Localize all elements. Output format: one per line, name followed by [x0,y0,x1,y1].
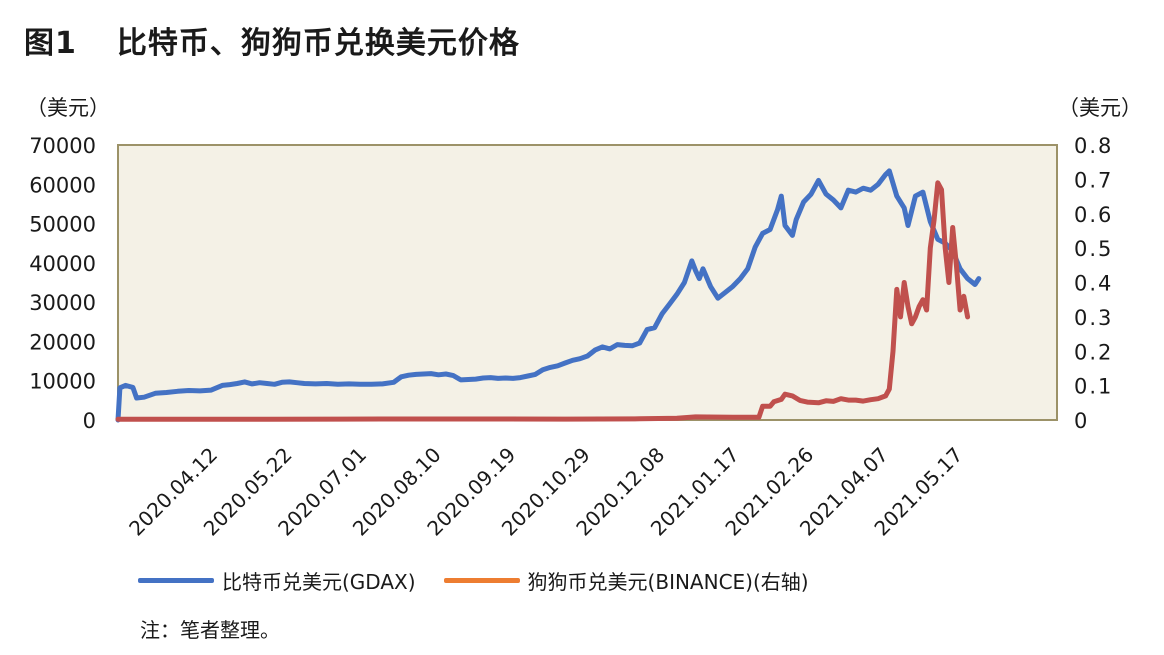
legend-label-doge: 狗狗币兑美元(BINANCE)(右轴) [527,570,809,594]
left-axis-tick-label: 10000 [29,370,96,394]
legend-swatch-btc [138,578,214,583]
right-axis-tick-label: 0.7 [1074,168,1113,192]
left-axis-tick-label: 0 [83,409,96,433]
plot-area [117,144,1058,421]
left-axis-unit: （美元） [26,96,110,120]
source-note: 注：笔者整理。 [140,618,280,642]
right-axis-tick-label: 0.4 [1074,272,1113,296]
right-axis-tick-label: 0.3 [1074,306,1113,330]
figure-title: 比特币、狗狗币兑换美元价格 [116,26,520,61]
legend-item-doge: 狗狗币兑美元(BINANCE)(右轴) [443,566,809,595]
right-axis-tick-label: 0.8 [1074,134,1113,158]
left-axis-tick-label: 30000 [29,291,96,315]
series-line-doge [115,180,971,422]
legend-label-btc: 比特币兑美元(GDAX) [222,570,416,594]
right-axis-tick-label: 0.5 [1074,237,1113,261]
left-axis-tick-label: 40000 [29,252,96,276]
right-axis-tick-label: 0.6 [1074,203,1113,227]
left-axis-tick-label: 70000 [29,134,96,158]
right-axis-unit: （美元） [1058,96,1142,120]
right-axis-tick-label: 0 [1074,409,1089,433]
left-axis-tick-label: 20000 [29,330,96,354]
legend: 比特币兑美元(GDAX) 狗狗币兑美元(BINANCE)(右轴) [138,566,837,595]
series-line-btc [115,168,982,423]
right-axis-tick-label: 0.1 [1074,375,1113,399]
legend-item-btc: 比特币兑美元(GDAX) [138,566,416,595]
left-axis-tick-label: 50000 [29,213,96,237]
chart-title: 图1 比特币、狗狗币兑换美元价格 [24,18,520,62]
left-axis-tick-label: 60000 [29,173,96,197]
figure-number: 图1 [24,26,77,61]
right-axis-tick-label: 0.2 [1074,340,1113,364]
legend-swatch-doge [443,578,520,583]
